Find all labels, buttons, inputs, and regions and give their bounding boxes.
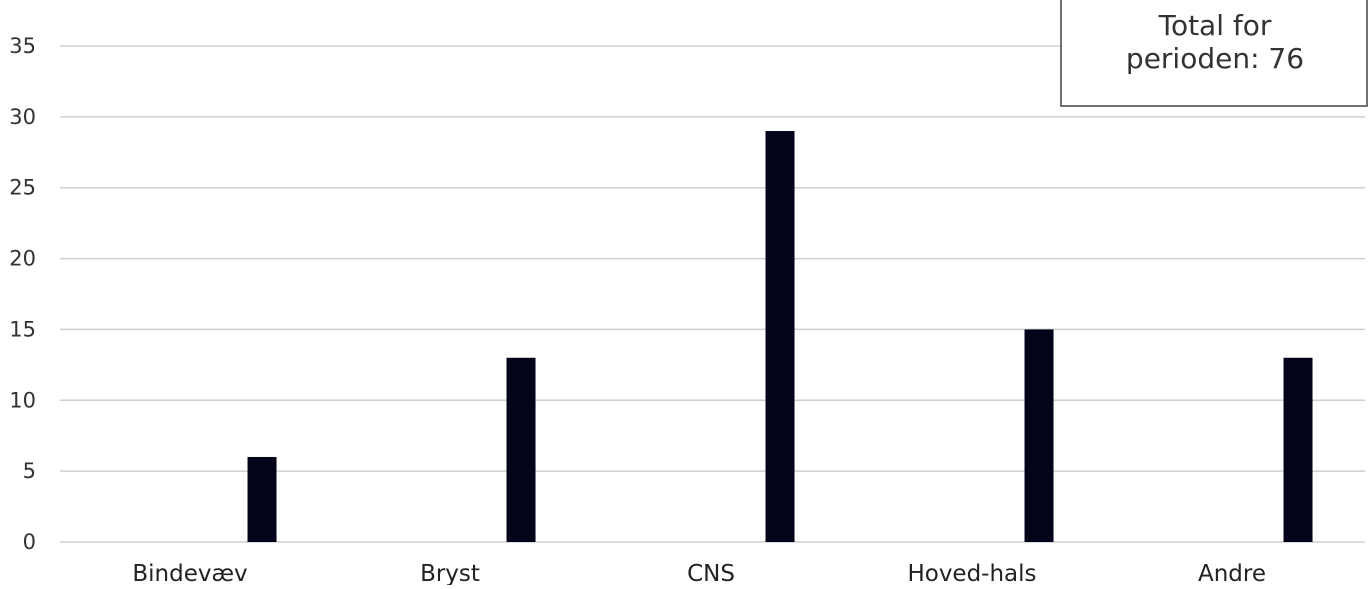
y-tick-label: 10 [9,388,36,412]
x-category-label: Bindevæv [132,561,247,585]
x-category-label: Bryst [420,561,480,585]
y-tick-label: 0 [23,530,36,554]
bar-cns [765,131,795,542]
annotation-line-2: perioden: 76 [1126,42,1304,75]
y-tick-label: 25 [9,176,36,200]
x-category-label: CNS [687,561,735,585]
gridlines [60,45,1365,543]
x-category-label: Andre [1198,561,1266,585]
x-category-label: Hoved-hals [907,561,1036,585]
annotation-box [1060,0,1368,107]
annotation-line-1: Total for [1158,9,1272,42]
bar-hoved-hals [1024,329,1054,542]
bar-bindevæv [247,456,277,542]
y-tick-label: 5 [23,459,36,483]
y-tick-label: 15 [9,317,36,341]
y-tick-label: 35 [9,34,36,58]
bar-andre [1283,357,1313,542]
y-tick-label: 20 [9,247,36,271]
total-annotation: Total for perioden: 76 [1060,0,1368,107]
x-axis-categories: Bindevæv Bryst CNS Hoved-hals Andre [132,561,1266,587]
bar-bryst [506,357,536,542]
y-axis-ticks: 0 5 10 15 20 25 30 35 [9,34,36,554]
y-tick-label: 30 [9,105,36,129]
bars [247,131,1313,542]
